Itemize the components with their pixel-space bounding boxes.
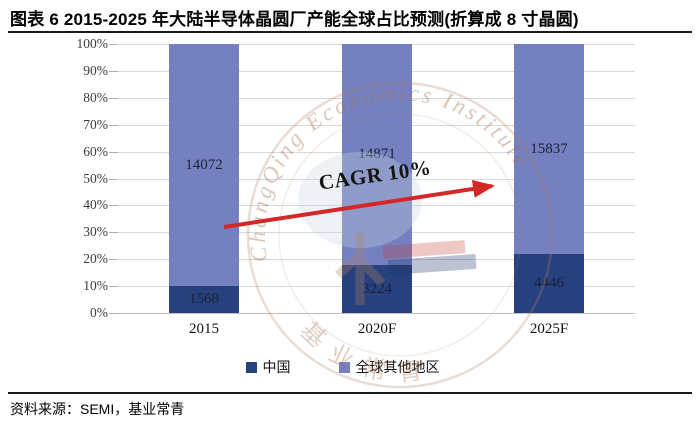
stacked-bar: 4446 15837 xyxy=(514,44,584,313)
legend: 中国 全球其他地区 xyxy=(84,357,601,377)
y-tick-label: 30% xyxy=(83,224,108,239)
axis-tick xyxy=(109,44,118,45)
bar-value-label: 1568 xyxy=(189,291,219,307)
stacked-bar: 1568 14072 xyxy=(169,44,239,313)
axis-tick xyxy=(109,152,118,153)
axis-tick xyxy=(109,286,118,287)
y-tick-label: 50% xyxy=(83,171,108,186)
legend-item: 中国 xyxy=(245,357,291,377)
x-tick-label: 2025F xyxy=(529,321,569,337)
y-tick-label: 100% xyxy=(76,36,109,51)
axis-tick xyxy=(109,205,118,206)
bar-value-label: 14072 xyxy=(185,156,223,173)
y-tick-label: 20% xyxy=(83,251,108,266)
bar-segment-china: 3224 xyxy=(342,265,412,313)
bar-value-label: 3224 xyxy=(362,280,392,297)
gridline xyxy=(118,313,635,314)
axis-tick xyxy=(109,125,118,126)
y-tick-label: 0% xyxy=(90,305,108,320)
legend-swatch xyxy=(245,361,257,373)
y-tick-label: 10% xyxy=(83,278,108,293)
bar-value-label: 4446 xyxy=(534,275,564,291)
y-axis-labels: 0% 10% 20% 30% 40% 50% 60% 70% 80% 90% 100% xyxy=(0,36,109,320)
figure-title: 图表 6 2015-2025 年大陆半导体晶圆厂产能全球占比预测(折算成 8 寸… xyxy=(10,10,579,29)
legend-label: 中国 xyxy=(262,361,291,376)
title-divider xyxy=(8,31,692,33)
axis-tick xyxy=(109,71,118,72)
source-note: 资料来源：SEMI，基业常青 xyxy=(10,401,185,417)
legend-item: 全球其他地区 xyxy=(338,357,440,377)
y-tick-label: 60% xyxy=(83,144,108,159)
y-tick-label: 80% xyxy=(83,90,108,105)
axis-tick xyxy=(109,313,118,314)
y-tick-label: 70% xyxy=(83,117,108,132)
y-tick-label: 40% xyxy=(83,197,108,212)
bar-segment-rest: 15837 xyxy=(514,44,584,254)
bar-segment-rest: 14871 xyxy=(342,44,412,265)
bar-segment-china: 1568 xyxy=(169,286,239,313)
axis-tick xyxy=(109,98,118,99)
legend-label: 全球其他地区 xyxy=(355,361,440,376)
footer-divider xyxy=(8,392,692,394)
x-tick-label: 2020F xyxy=(357,321,397,337)
x-tick-label: 2015 xyxy=(189,321,219,337)
bar-value-label: 15837 xyxy=(530,140,568,157)
y-tick-label: 90% xyxy=(83,63,108,78)
stacked-bar-chart: ChangQing Economics Institute 基业常青 0% 10%… xyxy=(0,34,700,389)
axis-tick xyxy=(109,179,118,180)
bar-segment-china: 4446 xyxy=(514,254,584,313)
bar-value-label: 14871 xyxy=(358,146,396,162)
x-axis-labels: 2015 2020F 2025F xyxy=(118,321,635,343)
legend-swatch xyxy=(338,361,350,373)
axis-tick xyxy=(109,232,118,233)
axis-tick xyxy=(109,259,118,260)
bar-segment-rest: 14072 xyxy=(169,44,239,286)
